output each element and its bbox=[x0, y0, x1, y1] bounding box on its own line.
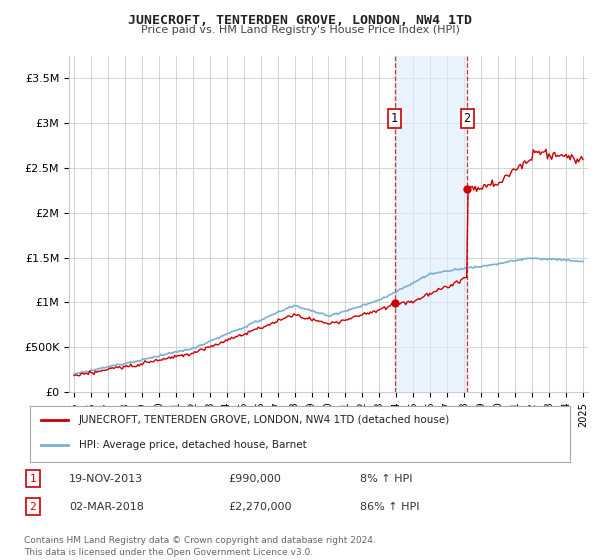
Bar bbox=[395, 56, 467, 392]
Text: 19-NOV-2013: 19-NOV-2013 bbox=[69, 474, 143, 484]
Text: Price paid vs. HM Land Registry's House Price Index (HPI): Price paid vs. HM Land Registry's House … bbox=[140, 25, 460, 35]
Text: 2: 2 bbox=[29, 502, 37, 512]
Text: 2: 2 bbox=[464, 112, 470, 125]
Text: 8% ↑ HPI: 8% ↑ HPI bbox=[360, 474, 413, 484]
Text: Contains HM Land Registry data © Crown copyright and database right 2024.
This d: Contains HM Land Registry data © Crown c… bbox=[24, 536, 376, 557]
Text: £2,270,000: £2,270,000 bbox=[228, 502, 292, 512]
Text: 02-MAR-2018: 02-MAR-2018 bbox=[69, 502, 144, 512]
Text: JUNECROFT, TENTERDEN GROVE, LONDON, NW4 1TD: JUNECROFT, TENTERDEN GROVE, LONDON, NW4 … bbox=[128, 14, 472, 27]
Text: 86% ↑ HPI: 86% ↑ HPI bbox=[360, 502, 419, 512]
Text: 1: 1 bbox=[391, 112, 398, 125]
Text: 1: 1 bbox=[29, 474, 37, 484]
Text: HPI: Average price, detached house, Barnet: HPI: Average price, detached house, Barn… bbox=[79, 440, 307, 450]
Text: JUNECROFT, TENTERDEN GROVE, LONDON, NW4 1TD (detached house): JUNECROFT, TENTERDEN GROVE, LONDON, NW4 … bbox=[79, 415, 450, 425]
Text: £990,000: £990,000 bbox=[228, 474, 281, 484]
